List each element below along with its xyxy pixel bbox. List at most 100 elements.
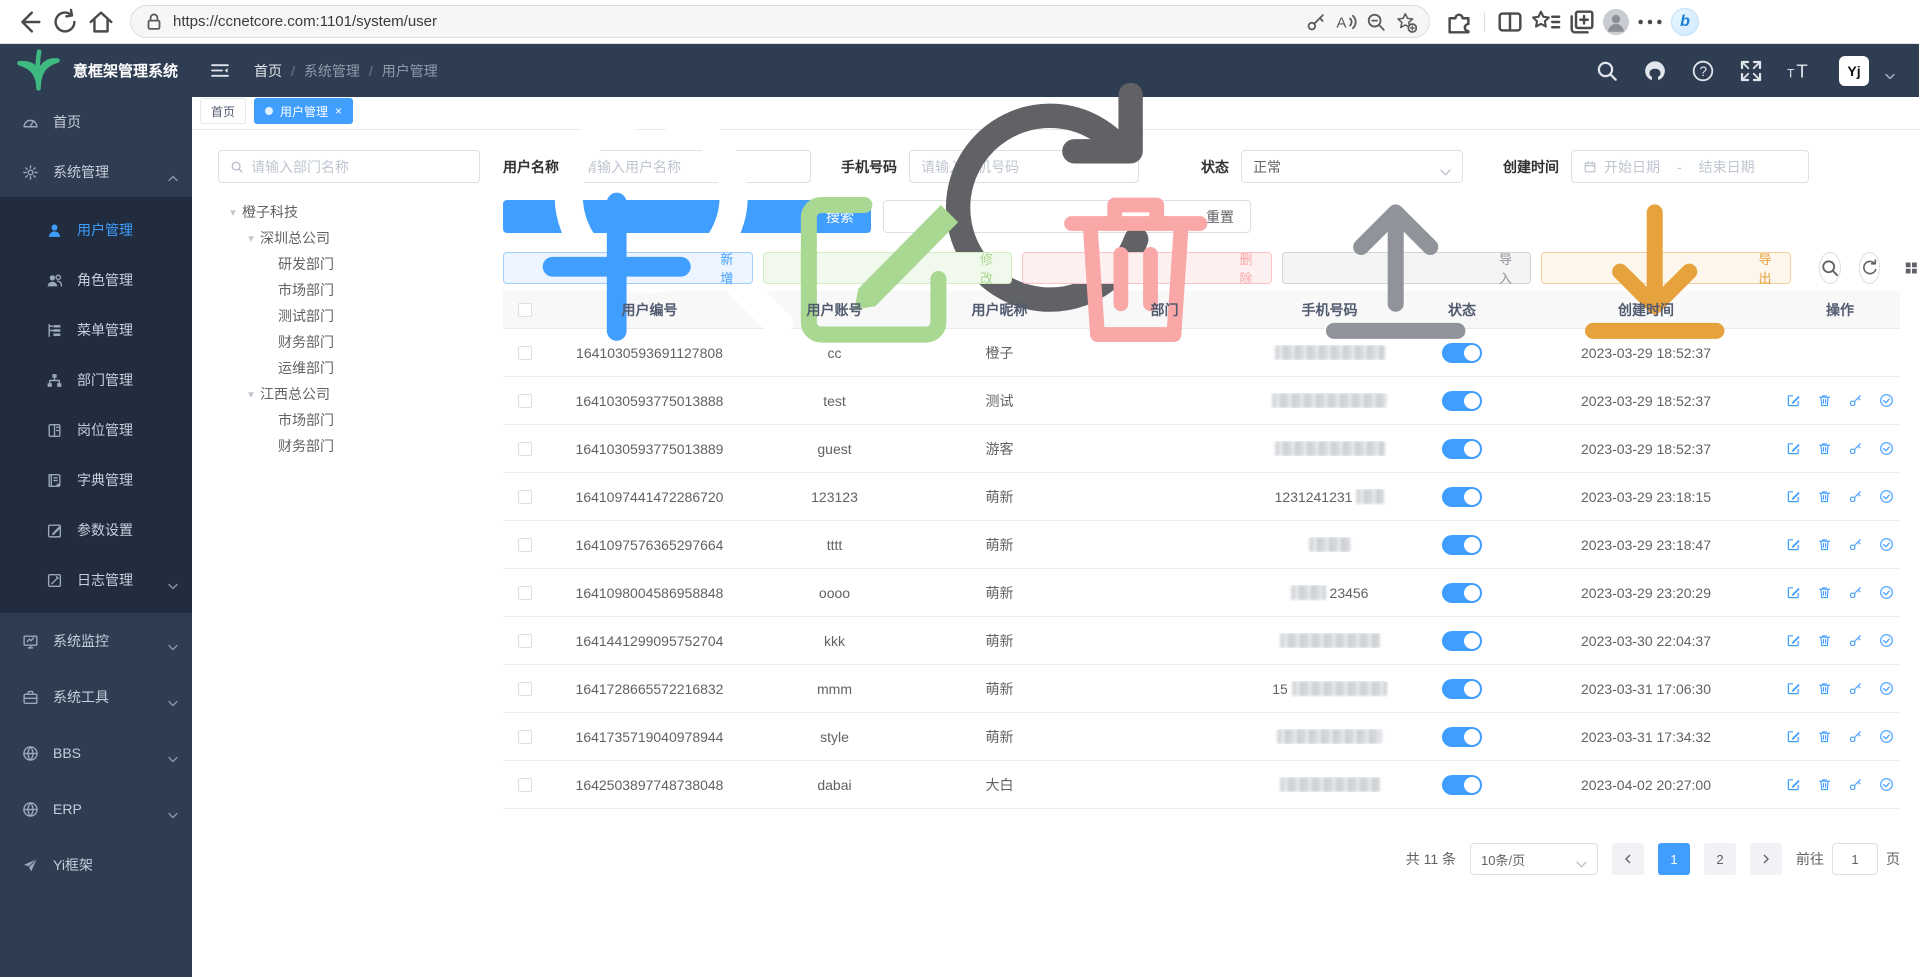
row-edit-icon[interactable] — [1786, 776, 1801, 793]
row-checkbox[interactable] — [518, 345, 532, 360]
prev-page-button[interactable] — [1612, 843, 1644, 875]
status-toggle[interactable] — [1442, 342, 1482, 363]
address-bar[interactable]: https://ccnetcore.com:1101/system/user A — [130, 5, 1430, 38]
status-toggle[interactable] — [1442, 630, 1482, 651]
row-edit-icon[interactable] — [1786, 488, 1801, 505]
row-assign-role-icon[interactable] — [1879, 536, 1894, 553]
sidebar-item-bbs[interactable]: BBS — [0, 725, 192, 781]
delete-button[interactable]: 删除 — [1022, 197, 1272, 342]
row-reset-password-icon[interactable] — [1848, 584, 1863, 601]
sidebar-item-dict[interactable]: 字典管理 — [0, 455, 192, 505]
breadcrumb-item-0[interactable]: 首页 — [254, 62, 282, 79]
row-assign-role-icon[interactable] — [1879, 776, 1894, 793]
row-checkbox[interactable] — [518, 585, 532, 600]
copilot-icon[interactable]: b — [1671, 7, 1699, 36]
row-edit-icon[interactable] — [1786, 728, 1801, 745]
passwords-icon[interactable] — [1305, 11, 1327, 33]
tree-node[interactable]: ▾ 橙子科技 — [218, 199, 480, 225]
row-edit-icon[interactable] — [1786, 584, 1801, 601]
username-input[interactable]: 请输入用户名称 — [571, 150, 811, 183]
extensions-icon[interactable] — [1444, 7, 1474, 37]
collapse-sidebar-icon[interactable] — [210, 62, 230, 79]
row-reset-password-icon[interactable] — [1848, 488, 1863, 505]
row-delete-icon[interactable] — [1817, 584, 1832, 601]
sidebar-item-erp[interactable]: ERP — [0, 781, 192, 837]
sidebar-item-post[interactable]: 岗位管理 — [0, 405, 192, 455]
goto-page-input[interactable]: 1 — [1832, 843, 1878, 875]
row-edit-icon[interactable] — [1786, 680, 1801, 697]
avatar-caret-icon[interactable] — [1885, 67, 1895, 80]
home-icon[interactable] — [86, 7, 116, 37]
tree-node[interactable]: 测试部门 — [218, 303, 480, 329]
sidebar-item-dept[interactable]: 部门管理 — [0, 355, 192, 405]
row-assign-role-icon[interactable] — [1879, 440, 1894, 457]
sidebar-item-log[interactable]: 日志管理 — [0, 555, 192, 605]
row-checkbox[interactable] — [518, 537, 532, 552]
row-delete-icon[interactable] — [1817, 728, 1832, 745]
toggle-search-button[interactable] — [1818, 252, 1841, 284]
row-edit-icon[interactable] — [1786, 392, 1801, 409]
row-assign-role-icon[interactable] — [1879, 728, 1894, 745]
sidebar-item-yi[interactable]: Yi框架 — [0, 837, 192, 893]
sidebar-item-tools[interactable]: 系统工具 — [0, 669, 192, 725]
row-reset-password-icon[interactable] — [1848, 440, 1863, 457]
row-checkbox[interactable] — [518, 393, 532, 408]
row-assign-role-icon[interactable] — [1879, 488, 1894, 505]
status-toggle[interactable] — [1442, 774, 1482, 795]
row-delete-icon[interactable] — [1817, 536, 1832, 553]
row-reset-password-icon[interactable] — [1848, 536, 1863, 553]
user-avatar[interactable]: Yj — [1839, 55, 1869, 86]
export-button[interactable]: 导出 — [1541, 204, 1791, 339]
date-range-picker[interactable]: 开始日期 - 结束日期 — [1571, 150, 1809, 183]
github-icon[interactable] — [1643, 59, 1667, 83]
row-reset-password-icon[interactable] — [1848, 728, 1863, 745]
tree-node[interactable]: 财务部门 — [218, 329, 480, 355]
row-delete-icon[interactable] — [1817, 632, 1832, 649]
sidebar-item-param[interactable]: 参数设置 — [0, 505, 192, 555]
row-reset-password-icon[interactable] — [1848, 680, 1863, 697]
refresh-table-button[interactable] — [1858, 252, 1881, 284]
help-icon[interactable]: ? — [1691, 59, 1715, 83]
row-reset-password-icon[interactable] — [1848, 392, 1863, 409]
reload-icon[interactable] — [50, 7, 80, 37]
status-toggle[interactable] — [1442, 534, 1482, 555]
favorites-icon[interactable] — [1531, 7, 1561, 37]
next-page-button[interactable] — [1750, 843, 1782, 875]
back-icon[interactable] — [14, 7, 44, 37]
row-delete-icon[interactable] — [1817, 488, 1832, 505]
tree-node[interactable]: 市场部门 — [218, 407, 480, 433]
row-assign-role-icon[interactable] — [1879, 632, 1894, 649]
status-toggle[interactable] — [1442, 678, 1482, 699]
split-screen-icon[interactable] — [1495, 7, 1525, 37]
zoom-out-icon[interactable] — [1365, 11, 1387, 33]
tree-node[interactable]: 运维部门 — [218, 355, 480, 381]
status-toggle[interactable] — [1442, 390, 1482, 411]
tree-node[interactable]: 财务部门 — [218, 433, 480, 459]
collections-icon[interactable] — [1567, 7, 1597, 37]
tree-expand-icon[interactable]: ▾ — [248, 232, 254, 245]
sidebar-item-system[interactable]: 系统管理 — [0, 147, 192, 197]
row-delete-icon[interactable] — [1817, 776, 1832, 793]
page-size-select[interactable]: 10条/页 — [1470, 843, 1598, 875]
sidebar-item-monitor[interactable]: 系统监控 — [0, 613, 192, 669]
row-assign-role-icon[interactable] — [1879, 584, 1894, 601]
import-button[interactable]: 导入 — [1281, 204, 1532, 339]
tree-node[interactable]: 市场部门 — [218, 277, 480, 303]
page-button-1[interactable]: 1 — [1658, 843, 1690, 875]
row-reset-password-icon[interactable] — [1848, 632, 1863, 649]
status-toggle[interactable] — [1442, 726, 1482, 747]
browser-menu-icon[interactable] — [1635, 7, 1665, 37]
tab-close-icon[interactable]: × — [335, 104, 343, 118]
tree-node[interactable]: ▾ 江西总公司 — [218, 381, 480, 407]
dept-search-input[interactable]: 请输入部门名称 — [218, 150, 480, 183]
add-favorite-icon[interactable] — [1395, 11, 1417, 33]
tree-expand-icon[interactable]: ▾ — [248, 388, 254, 401]
row-checkbox[interactable] — [518, 729, 532, 744]
status-select[interactable]: 正常 — [1241, 150, 1463, 183]
row-checkbox[interactable] — [518, 681, 532, 696]
row-edit-icon[interactable] — [1786, 632, 1801, 649]
add-button[interactable]: 新增 — [503, 192, 753, 341]
tree-expand-icon[interactable]: ▾ — [230, 206, 236, 219]
status-toggle[interactable] — [1442, 486, 1482, 507]
